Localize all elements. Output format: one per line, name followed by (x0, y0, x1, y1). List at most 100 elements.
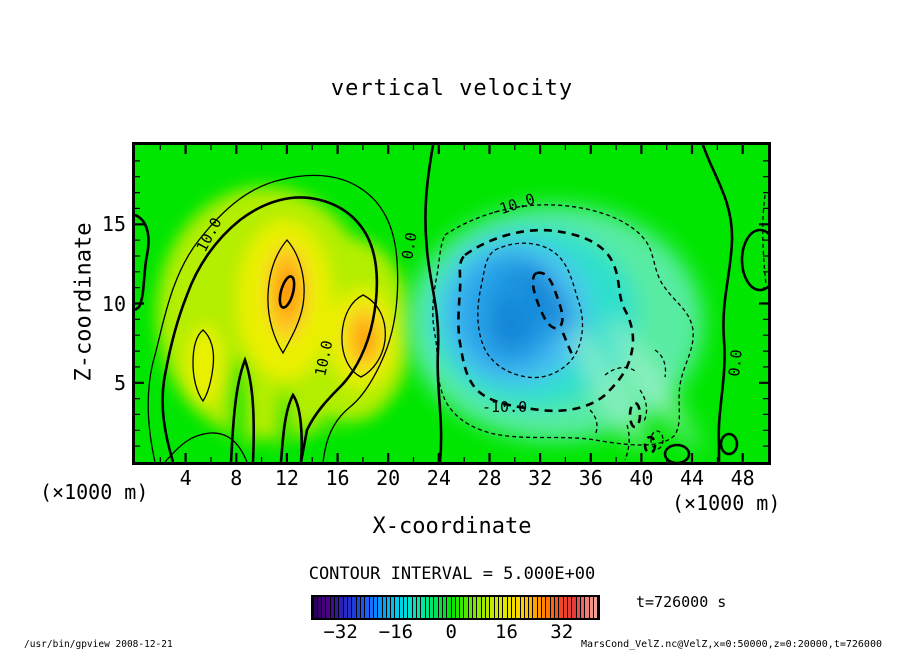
x-tick-label: 32 (528, 466, 553, 490)
colorbar-cell (442, 597, 447, 618)
z-axis-unit: (×1000 m) (40, 480, 149, 504)
colorbar-cell (451, 597, 455, 618)
x-tick-label: 48 (730, 466, 755, 490)
x-tick-label: 8 (230, 466, 243, 490)
plot-frame: 10.0 10.0 0.0 0.0 -10.0 -10.0 (132, 142, 771, 465)
colorbar-cell (589, 597, 593, 618)
z-tick-label: 10 (101, 291, 126, 316)
colorbar-cell (503, 597, 507, 618)
colorbar-cell (317, 597, 322, 618)
colorbar-cell (429, 597, 434, 618)
colorbar-cell (348, 597, 352, 618)
colorbar-tick-label: −32 (323, 621, 358, 643)
contour-plot: 10.0 10.0 0.0 0.0 -10.0 -10.0 (135, 145, 768, 462)
colorbar-cell (373, 597, 378, 618)
tick-mark-path (135, 145, 768, 462)
contour-lines-thin-negative (432, 194, 767, 461)
zero-contour-left (424, 145, 443, 462)
colorbar-cell (550, 597, 554, 618)
colorbar-tick-label: 32 (550, 621, 574, 643)
colorbar-cell (369, 597, 373, 618)
page-title: vertical velocity (330, 76, 574, 101)
colorbar-cell (460, 597, 464, 618)
colorbar-cell (490, 597, 494, 618)
colorbar-cell (455, 597, 460, 618)
colorbar-cells (313, 597, 598, 618)
colorbar-cell (494, 597, 498, 618)
tick-mark-path (135, 145, 768, 462)
x-tick-label: 20 (376, 466, 401, 490)
footer-command-line: /usr/bin/gpview 2008-12-21 (24, 639, 173, 650)
colorbar-cell (520, 597, 524, 618)
x-tick-label: 24 (426, 466, 451, 490)
contour-label-zero: 0.0 (398, 231, 420, 261)
colorbar-cell (585, 597, 589, 618)
colorbar-cell (326, 597, 330, 618)
colorbar-cell (421, 597, 425, 618)
contour-lines-thick-positive (135, 145, 768, 462)
colorbar-cell (481, 597, 485, 618)
footer-data-source: MarsCond_VelZ.nc@VelZ,x=0:50000,z=0:2000… (580, 639, 882, 650)
colorbar-cell (412, 597, 416, 618)
colorbar-cell (477, 597, 481, 618)
contour-interval-label: CONTOUR INTERVAL = 5.000E+00 (308, 564, 596, 584)
colorbar-cell (542, 597, 546, 618)
colorbar-cell (507, 597, 511, 618)
colorbar-cell (438, 597, 442, 618)
x-tick-label: 4 (179, 466, 192, 490)
colorbar-cell (386, 597, 391, 618)
colorbar-cell (408, 597, 412, 618)
z-tick-label: 5 (113, 370, 126, 395)
contour-lines-thin-positive (147, 174, 399, 462)
x-tick-label: 44 (679, 466, 705, 490)
colorbar-cell (417, 597, 421, 618)
x-tick-label: 36 (578, 466, 603, 490)
colorbar-cell (464, 597, 468, 618)
x-tick-label: 16 (325, 466, 350, 490)
x-tick-label: 40 (629, 466, 654, 490)
colorbar-cell (335, 597, 339, 618)
colorbar-cell (576, 597, 580, 618)
colorbar-cell (404, 597, 408, 618)
colorbar-cell (343, 597, 347, 618)
colorbar-cell (498, 597, 503, 618)
colorbar-cell (473, 597, 477, 618)
colorbar-tick-label: −16 (378, 621, 414, 643)
colorbar-cell (378, 597, 382, 618)
time-label: t=726000 s (636, 593, 727, 611)
colorbar-cell (434, 597, 438, 618)
colorbar-cell (468, 597, 473, 618)
colorbar-cell (524, 597, 529, 618)
colorbar-tick-label: 16 (495, 621, 518, 643)
colorbar-cell (537, 597, 542, 618)
colorbar-cell (529, 597, 533, 618)
colorbar-cell (593, 597, 598, 618)
colorbar-cell (382, 597, 386, 618)
colorbar-cell (546, 597, 550, 618)
colorbar-cell (580, 597, 585, 618)
colorbar-cell (559, 597, 563, 618)
colorbar-cell (339, 597, 343, 618)
contour-lines-thick-negative (457, 228, 657, 455)
x-axis-label: X-coordinate (372, 514, 532, 539)
colorbar-cell (356, 597, 360, 618)
x-tick-label: 28 (477, 466, 502, 490)
colorbar-cell (425, 597, 429, 618)
colorbar-cell (360, 597, 365, 618)
x-tick-label: 12 (274, 466, 299, 490)
colorbar-cell (555, 597, 559, 618)
axis-tick-marks (135, 145, 768, 462)
contour-label-minus10: -10.0 (482, 398, 527, 416)
x-axis-unit: (×1000 m) (672, 491, 781, 515)
colorbar-cell (322, 597, 326, 618)
colorbar-cell (391, 597, 395, 618)
zero-contour-right (701, 145, 734, 462)
colorbar-cell (516, 597, 520, 618)
colorbar-cell (567, 597, 572, 618)
colorbar-cell (486, 597, 490, 618)
colorbar-cell (533, 597, 537, 618)
colorbar-cell (447, 597, 451, 618)
colorbar-cell (352, 597, 356, 618)
colorbar-cell (313, 597, 317, 618)
